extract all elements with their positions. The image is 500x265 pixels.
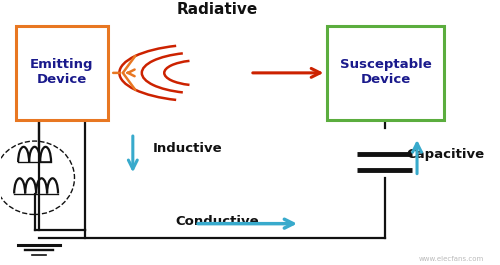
Bar [328,26,444,120]
Text: Inductive: Inductive [153,142,222,156]
Text: Capacitive: Capacitive [406,148,484,161]
Text: Susceptable
Device: Susceptable Device [340,58,432,86]
Bar [16,26,108,120]
Text: Radiative: Radiative [177,2,258,17]
Text: Emitting
Device: Emitting Device [30,58,94,86]
Text: Conductive: Conductive [176,215,260,228]
Text: www.elecfans.com: www.elecfans.com [419,256,484,262]
